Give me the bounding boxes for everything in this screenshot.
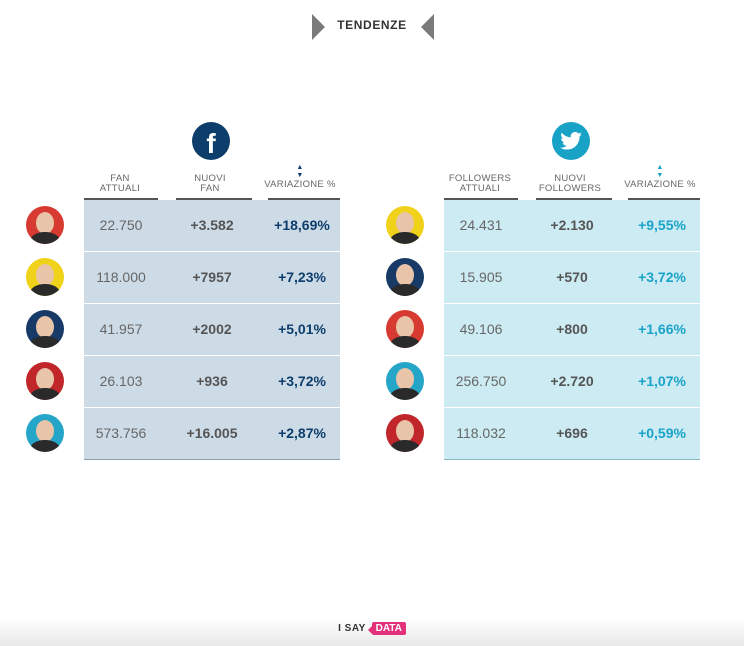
page-title: TENDENZE xyxy=(337,18,407,32)
table-row: 118.032 +696 +0,59% xyxy=(386,408,700,459)
column-header-fan-attuali: FAN ATTUALI xyxy=(84,174,156,194)
followers-attuali-value: 256.750 xyxy=(455,373,507,389)
variazione-value: +2,87% xyxy=(278,425,326,441)
nuovi-fan-value: +3.582 xyxy=(190,217,234,233)
avatar xyxy=(26,206,64,244)
nuovi-fan-value: +936 xyxy=(196,373,228,389)
column-header-line: FAN xyxy=(110,173,130,184)
column-header-line: ATTUALI xyxy=(99,183,141,194)
avatar xyxy=(26,310,64,348)
column-header-nuovi-fan: NUOVI FAN xyxy=(174,174,246,194)
triangle-left-icon xyxy=(421,14,434,40)
table-row: 49.106 +800 +1,66% xyxy=(386,304,700,356)
avatar xyxy=(26,362,64,400)
brand-right: DATA xyxy=(367,622,406,635)
nuovi-fan-value: +16.005 xyxy=(186,425,238,441)
sort-icon[interactable]: ▲ ▼ xyxy=(656,164,664,179)
column-header-line: ATTUALI xyxy=(459,183,501,194)
variazione-value: +1,07% xyxy=(638,373,686,389)
column-header-line: VARIAZIONE % xyxy=(624,179,696,190)
table-row: 573.756 +16.005 +2,87% xyxy=(26,408,340,459)
nuovi-followers-value: +696 xyxy=(556,425,588,441)
twitter-table: 24.431 +2.130 +9,55% 15.905 +570 +3,72% … xyxy=(386,200,700,460)
column-header-line: FAN xyxy=(200,183,220,194)
brand-left: I SAY xyxy=(338,623,366,634)
fan-attuali-value: 41.957 xyxy=(99,321,143,337)
table-row: 41.957 +2002 +5,01% xyxy=(26,304,340,356)
variazione-value: +1,66% xyxy=(638,321,686,337)
nuovi-fan-value: +2002 xyxy=(192,321,232,337)
column-header-variazione[interactable]: ▲ ▼ VARIAZIONE % xyxy=(258,164,342,190)
table-row: 118.000 +7957 +7,23% xyxy=(26,252,340,304)
fan-attuali-value: 22.750 xyxy=(99,217,143,233)
avatar xyxy=(386,258,424,296)
nuovi-followers-value: +2.720 xyxy=(550,373,594,389)
triangle-right-icon xyxy=(312,14,325,40)
fan-attuali-value: 573.756 xyxy=(95,425,147,441)
column-header-line: FOLLOWERS xyxy=(538,183,602,194)
footer-logo: I SAY DATA xyxy=(0,622,744,635)
variazione-value: +0,59% xyxy=(638,425,686,441)
variazione-value: +5,01% xyxy=(278,321,326,337)
column-header-followers-attuali: FOLLOWERS ATTUALI xyxy=(444,174,516,194)
twitter-bird-icon xyxy=(560,132,582,150)
table-row: 22.750 +3.582 +18,69% xyxy=(26,200,340,252)
column-header-variazione[interactable]: ▲ ▼ VARIAZIONE % xyxy=(618,164,702,190)
variazione-value: +18,69% xyxy=(274,217,330,233)
nuovi-fan-value: +7957 xyxy=(192,269,232,285)
twitter-icon xyxy=(552,122,590,160)
avatar xyxy=(26,258,64,296)
table-row: 256.750 +2.720 +1,07% xyxy=(386,356,700,408)
followers-attuali-value: 118.032 xyxy=(456,425,506,441)
variazione-value: +9,55% xyxy=(638,217,686,233)
followers-attuali-value: 49.106 xyxy=(459,321,503,337)
avatar xyxy=(26,414,64,452)
column-header-nuovi-followers: NUOVI FOLLOWERS xyxy=(534,174,606,194)
variazione-value: +3,72% xyxy=(638,269,686,285)
variazione-value: +7,23% xyxy=(278,269,326,285)
variazione-value: +3,72% xyxy=(278,373,326,389)
table-row: 26.103 +936 +3,72% xyxy=(26,356,340,408)
column-header-line: FOLLOWERS xyxy=(448,173,512,184)
followers-attuali-value: 15.905 xyxy=(459,269,503,285)
avatar xyxy=(386,362,424,400)
nuovi-followers-value: +800 xyxy=(556,321,588,337)
avatar xyxy=(386,206,424,244)
table-row: 24.431 +2.130 +9,55% xyxy=(386,200,700,252)
column-header-line: NUOVI xyxy=(554,173,586,184)
column-header-line: VARIAZIONE % xyxy=(264,179,336,190)
avatar xyxy=(386,414,424,452)
sort-icon[interactable]: ▲ ▼ xyxy=(296,164,304,179)
fan-attuali-value: 118.000 xyxy=(96,269,146,285)
nuovi-followers-value: +2.130 xyxy=(550,217,594,233)
column-header-line: NUOVI xyxy=(194,173,226,184)
facebook-icon: f xyxy=(192,122,230,160)
avatar xyxy=(386,310,424,348)
fan-attuali-value: 26.103 xyxy=(99,373,143,389)
nuovi-followers-value: +570 xyxy=(556,269,588,285)
followers-attuali-value: 24.431 xyxy=(459,217,503,233)
header: TENDENZE xyxy=(0,10,744,40)
table-row: 15.905 +570 +3,72% xyxy=(386,252,700,304)
facebook-table: 22.750 +3.582 +18,69% 118.000 +7957 +7,2… xyxy=(26,200,340,460)
